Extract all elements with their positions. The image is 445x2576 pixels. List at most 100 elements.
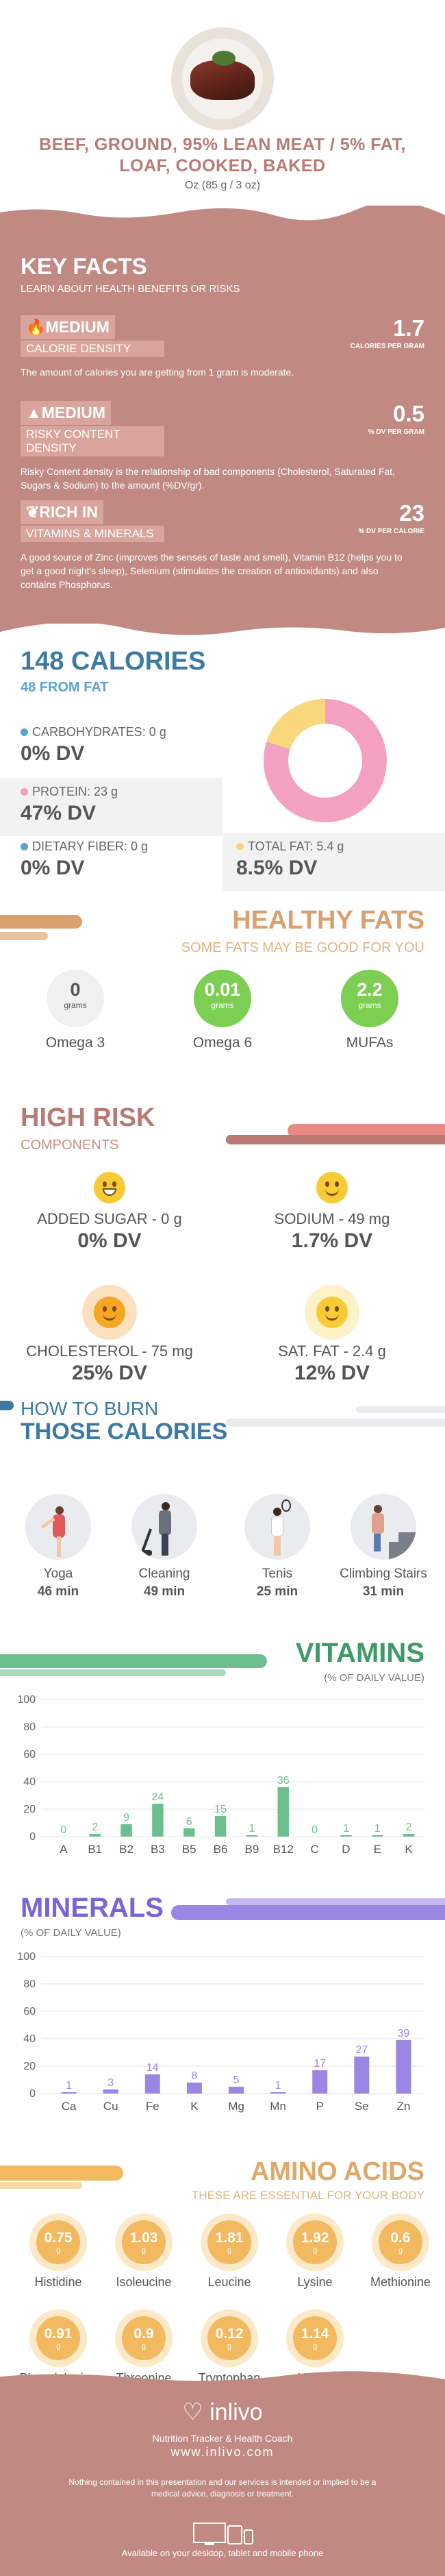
vitamin-value-label-B9: 1 <box>249 1823 255 1835</box>
vitamin-y-tick-label: 20 <box>23 1804 36 1815</box>
amino-acid-methionine: 0.6 g Methionine <box>356 2213 445 2290</box>
minerals-subtitle: (% OF DAILY VALUE) <box>21 1927 121 1939</box>
decor-stripe <box>171 1905 445 1920</box>
footer-url-link[interactable]: www.inlivo.com <box>170 2445 275 2459</box>
amino-acid-unit: g <box>227 2246 232 2255</box>
smile-face-icon <box>316 1172 348 1203</box>
amino-acid-unit: g <box>55 2342 61 2351</box>
fat-stat: TOTAL FAT: 5.4 g 8.5% DV <box>236 839 344 879</box>
vitamin-category-label-K: K <box>405 1843 413 1856</box>
amino-acid-name: Histidine <box>34 2275 82 2289</box>
amino-acid-badge: 1.81 g <box>201 2213 258 2271</box>
decor-stripe <box>0 1401 14 1410</box>
amino-acid-name: Lysine <box>297 2275 333 2289</box>
key-facts-section: KEY FACTS LEARN ABOUT HEALTH BENEFITS OR… <box>0 206 445 635</box>
omega6-label: Omega 6 <box>192 1035 253 1051</box>
food-title: BEEF, GROUND, 95% LEAN MEAT / 5% FAT, LO… <box>39 135 406 175</box>
vitamin-value-label-K: 2 <box>406 1821 412 1833</box>
smile-face-icon <box>94 1297 125 1328</box>
vitamin-bar-B5 <box>183 1828 195 1837</box>
decor-stripe <box>288 1124 445 1138</box>
high-risk-subtitle: COMPONENTS <box>21 1138 119 1153</box>
footer-availability: Available on your desktop, tablet and mo… <box>121 2548 324 2558</box>
decor-stripe <box>226 1135 445 1144</box>
amino-acid-badge: 1.92 g <box>286 2213 344 2271</box>
vitamin-bar-D <box>340 1835 352 1837</box>
high-risk-section: HIGH RISK COMPONENTS ADDED SUGAR - 0 g 0… <box>0 1103 445 1384</box>
vitamin-bar-E <box>372 1835 383 1837</box>
serving-size: Oz (85 g / 3 oz) <box>184 180 261 191</box>
fact-label: VITAMINS & MINERALS <box>21 526 164 542</box>
vitamin-y-tick-label: 100 <box>17 1694 36 1706</box>
cholesterol-halo <box>82 1285 137 1340</box>
mineral-bar-Cu <box>103 2089 118 2094</box>
footer: ♡ inlivo Nutrition Tracker & Health Coac… <box>0 2371 445 2576</box>
decor-stripe <box>0 915 82 929</box>
vitamin-y-tick-label: 40 <box>23 1776 36 1788</box>
sodium-item: SODIUM - 49 mg 1.7% DV <box>243 1172 421 1253</box>
fact-description: The amount of calories you are getting f… <box>21 367 294 378</box>
fiber-dot-icon <box>21 843 28 850</box>
amino-acid-unit: g <box>141 2246 147 2255</box>
amino-acid-value: 0.91 <box>44 2326 73 2342</box>
vitamin-value-label-A: 0 <box>60 1824 66 1836</box>
mufas-label: MUFAs <box>346 1035 394 1051</box>
decor-stripe <box>356 1406 445 1413</box>
amino-acid-unit: g <box>227 2342 232 2351</box>
mineral-category-label-Cu: Cu <box>103 2100 118 2113</box>
fact-description: A good source of Zinc (improves the sens… <box>21 552 403 590</box>
amino-acid-badge: 0.9 g <box>115 2309 173 2367</box>
protein-dot-icon <box>21 788 28 796</box>
mineral-category-label-Ca: Ca <box>62 2100 77 2113</box>
key-facts-subtitle: LEARN ABOUT HEALTH BENEFITS OR RISKS <box>21 283 240 295</box>
mineral-category-label-Mn: Mn <box>270 2100 286 2113</box>
header: BEEF, GROUND, 95% LEAN MEAT / 5% FAT, LO… <box>0 0 445 206</box>
mineral-y-tick-label: 80 <box>23 1978 36 1990</box>
amino-acid-isoleucine: 1.03 g Isoleucine <box>99 2213 188 2290</box>
vitamin-bar-B9 <box>246 1835 258 1837</box>
fat-slice <box>263 699 387 822</box>
vitamin-category-label-E: E <box>374 1843 381 1856</box>
vitamin-bar-B3 <box>152 1804 164 1837</box>
wave-divider <box>0 2371 445 2386</box>
amino-acid-badge: 0.6 g <box>372 2213 429 2271</box>
amino-acid-value: 0.12 <box>215 2326 244 2342</box>
vitamin-bar-B6 <box>214 1816 227 1837</box>
omega6-badge: 0.01 grams <box>194 970 251 1027</box>
decor-stripe <box>0 2166 123 2181</box>
amino-acid-badge: 0.12 g <box>201 2309 258 2367</box>
mineral-y-tick-label: 0 <box>29 2088 36 2100</box>
amino-acid-value: 1.92 <box>301 2230 329 2246</box>
footer-disclaimer: Nothing contained in this presentation a… <box>68 2477 377 2499</box>
amino-acid-name: Leucine <box>207 2275 251 2289</box>
calories-title: 148 CALORIES <box>21 647 206 676</box>
vitamin-value-label-C: 0 <box>312 1824 318 1836</box>
fact-label: RISKY CONTENT DENSITY <box>21 426 164 456</box>
mineral-bar-Zn <box>396 2040 411 2094</box>
tennis-activity: Tenis 25 min <box>226 1494 329 1599</box>
inlivo-logo[interactable]: ♡ inlivo <box>182 2399 263 2425</box>
mineral-category-label-Mg: Mg <box>228 2100 244 2113</box>
mineral-bar-Fe <box>144 2074 160 2094</box>
protein-stat: PROTEIN: 23 g 47% DV <box>21 785 118 824</box>
fat-highlight <box>222 833 445 891</box>
sat-fat-item: SAT. FAT - 2.4 g 12% DV <box>243 1285 421 1385</box>
stairs-climbing-icon <box>351 1494 416 1560</box>
macro-donut-chart <box>263 699 387 822</box>
vitamin-value-label-B2: 9 <box>123 1812 129 1824</box>
vitamin-y-tick-label: 60 <box>23 1749 36 1761</box>
mineral-bar-Ca <box>61 2092 77 2094</box>
fact-value: 23 <box>399 500 424 526</box>
devices-icon <box>193 2523 253 2545</box>
leaf-icon: ❦ <box>26 503 40 521</box>
amino-acid-value: 0.6 <box>390 2230 411 2246</box>
vitamin-category-label-B3: B3 <box>151 1843 165 1856</box>
yoga-activity: Yoga 46 min <box>7 1494 110 1599</box>
vitamin-bar-K <box>403 1834 415 1837</box>
flame-icon: 🔥 <box>26 318 46 336</box>
vitamin-category-label-C: C <box>310 1843 318 1856</box>
amino-acid-unit: g <box>55 2246 61 2255</box>
mineral-value-label-Fe: 14 <box>147 2062 159 2074</box>
vitamin-category-label-A: A <box>60 1843 68 1856</box>
amino-acid-unit: g <box>312 2246 318 2255</box>
